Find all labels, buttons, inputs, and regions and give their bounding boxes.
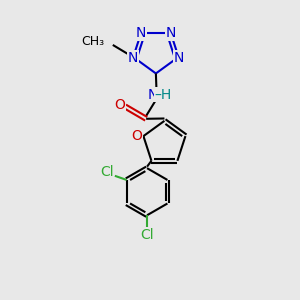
Text: Cl: Cl — [100, 165, 113, 179]
Text: N: N — [128, 51, 138, 65]
Text: O: O — [131, 128, 142, 142]
Text: N: N — [136, 26, 146, 40]
Text: N: N — [165, 26, 176, 40]
Text: N: N — [148, 88, 158, 102]
Text: Cl: Cl — [140, 228, 154, 242]
Text: CH₃: CH₃ — [81, 35, 105, 48]
Text: O: O — [114, 98, 125, 112]
Text: N: N — [173, 51, 184, 65]
Text: –H: –H — [154, 88, 172, 102]
